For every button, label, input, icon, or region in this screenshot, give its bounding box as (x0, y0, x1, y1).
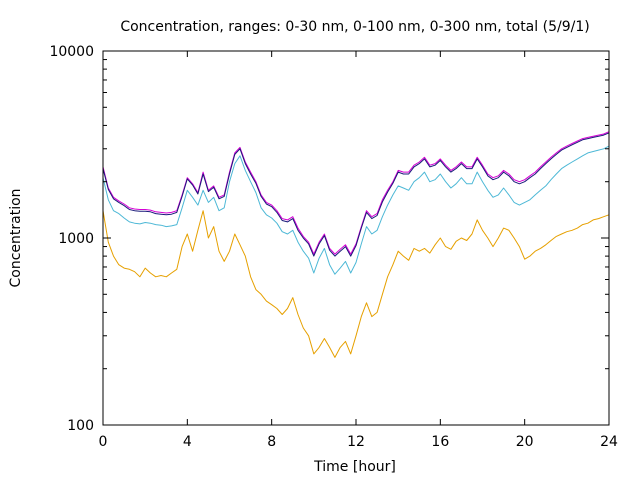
y-tick-label: 1000 (58, 231, 94, 247)
series-line-4 (102, 132, 610, 257)
plot-frame (102, 50, 610, 426)
x-tick-label: 12 (347, 434, 365, 450)
x-axis: 0 4 8 12 16 20 24 (99, 51, 618, 450)
x-tick-label: 0 (99, 434, 108, 450)
x-tick-label: 24 (600, 434, 618, 450)
x-tick-label: 20 (516, 434, 534, 450)
series-line-2 (102, 145, 610, 275)
y-tick-label: 100 (67, 418, 94, 434)
series-line-3 (102, 131, 610, 255)
y-tick-label: 10000 (49, 44, 94, 60)
chart-title: Concentration, ranges: 0-30 nm, 0-100 nm… (120, 19, 589, 35)
x-tick-label: 4 (183, 434, 192, 450)
x-tick-label: 8 (267, 434, 276, 450)
x-tick-label: 16 (431, 434, 449, 450)
y-axis-label: Concentration (8, 188, 24, 287)
series-layer (102, 131, 610, 358)
series-line-1 (102, 210, 610, 358)
x-axis-label: Time [hour] (313, 459, 396, 475)
y-axis: 100 1000 10000 (49, 44, 609, 434)
